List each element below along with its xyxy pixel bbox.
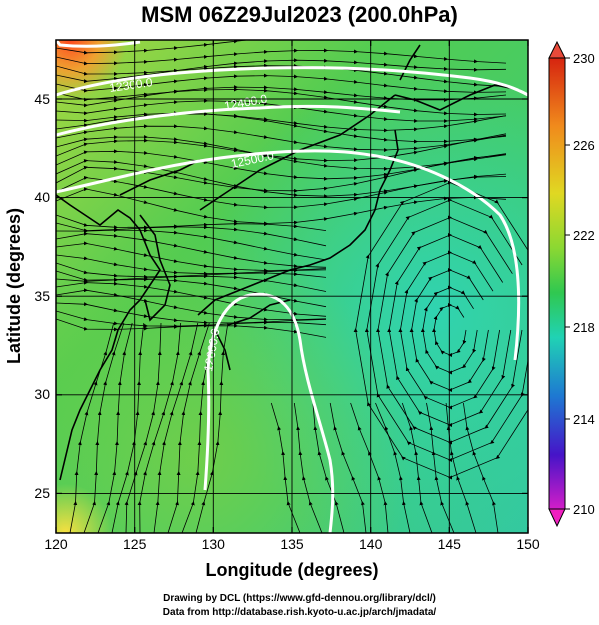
streamline: [195, 322, 229, 533]
streamline: [293, 402, 323, 533]
y-tick-label: 25: [34, 485, 50, 501]
y-axis-label: Latitude (degrees): [4, 208, 24, 364]
colorbar-tick: 218: [573, 320, 595, 335]
colorbar-tick: 230: [573, 51, 595, 66]
streamline: [445, 402, 477, 533]
colorbar-tick: 226: [573, 138, 595, 153]
colorbar-max-arrow: [548, 40, 566, 59]
streamline: [329, 402, 367, 533]
x-tick-label: 125: [123, 536, 147, 552]
x-tick-label: 120: [44, 536, 68, 552]
x-tick-label: 145: [438, 536, 462, 552]
x-axis-label: Longitude (degrees): [205, 560, 378, 580]
streamline: [312, 402, 345, 533]
colorbar: 230 226 222 218 214 210: [548, 40, 595, 528]
streamline: [426, 402, 455, 533]
x-tick-label: 140: [359, 536, 383, 552]
y-tick-label: 45: [34, 91, 50, 107]
y-tick-label: 30: [34, 386, 50, 402]
credit-drawing: Drawing by DCL (https://www.gfd-dennou.o…: [163, 593, 436, 604]
x-tick-label: 150: [516, 536, 540, 552]
y-tick-label: 40: [34, 189, 50, 205]
streamline: [463, 402, 499, 533]
x-tick-labels: 120 125 130 135 140 145 150: [44, 536, 540, 552]
map-plot-area: 12300.0 12400.0 12500.0 12600.0: [56, 40, 528, 533]
wind-streamlines: [56, 40, 528, 533]
streamline: [56, 318, 327, 338]
colorbar-min-arrow: [548, 508, 566, 528]
colorbar-tick: 214: [573, 412, 595, 427]
streamline: [350, 402, 389, 533]
y-tick-labels: 25 30 35 40 45: [34, 91, 50, 501]
credit-data: Data from http://database.rish.kyoto-u.a…: [162, 607, 437, 618]
x-tick-label: 135: [280, 536, 304, 552]
contour-label: 12300.0: [108, 75, 153, 95]
map-title: MSM 06Z29Jul2023 (200.0hPa): [141, 2, 458, 27]
y-tick-label: 35: [34, 288, 50, 304]
axis-ticks: [55, 40, 529, 533]
colorbar-tick: 210: [573, 502, 595, 517]
grid-lines: [56, 40, 528, 533]
colorbar-tick: 222: [573, 228, 595, 243]
streamline: [401, 402, 433, 533]
streamline: [270, 402, 301, 533]
height-contours: [56, 40, 528, 533]
streamline: [375, 402, 411, 533]
x-tick-label: 130: [202, 536, 226, 552]
